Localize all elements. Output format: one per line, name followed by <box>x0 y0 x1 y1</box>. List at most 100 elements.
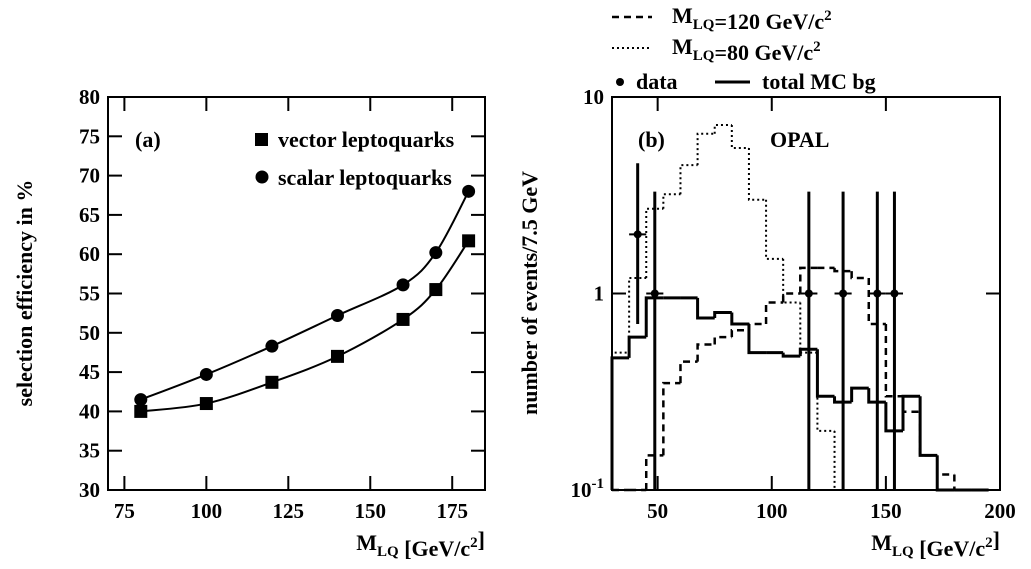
x-tick-label: 200 <box>984 499 1016 523</box>
series-line <box>140 190 470 401</box>
histogram-bin <box>713 335 732 345</box>
histogram-bin <box>662 193 681 209</box>
histogram-bin <box>935 455 955 492</box>
marker <box>199 397 213 411</box>
legend-marker <box>255 133 268 146</box>
histogram-bin <box>730 125 749 150</box>
marker <box>199 367 213 381</box>
histogram-bin <box>850 386 869 403</box>
y-tick-label: 80 <box>79 85 100 109</box>
y-axis-label: number of events/7.5 GeV <box>517 171 542 415</box>
histogram-bin <box>696 343 715 362</box>
x-axis-label: MLQ [GeV/c2] <box>356 527 485 561</box>
histogram-bin <box>782 258 801 304</box>
histogram-bin <box>918 411 938 457</box>
histogram-bin <box>833 396 852 404</box>
histogram-bin <box>764 301 784 324</box>
data-point <box>890 289 899 298</box>
marker <box>462 184 476 198</box>
x-tick-label: 125 <box>273 499 305 523</box>
legend-marker <box>255 170 269 184</box>
marker <box>134 404 148 418</box>
y-tick-label: 40 <box>79 399 100 423</box>
histogram-bin <box>833 430 852 491</box>
legend-label: vector leptoquarks <box>278 127 455 152</box>
x-tick-label: 150 <box>355 499 387 523</box>
x-tick-label: 175 <box>436 499 468 523</box>
histogram-bin <box>713 124 732 134</box>
x-tick-label: 50 <box>647 499 668 523</box>
marker <box>330 309 344 323</box>
histogram-bin <box>781 352 801 358</box>
marker <box>396 312 410 326</box>
data-point <box>873 289 882 298</box>
y-tick-label: 10-1 <box>571 476 605 502</box>
histogram-bin <box>747 148 767 201</box>
x-tick-label: 100 <box>756 499 788 523</box>
histogram-bin <box>765 199 784 260</box>
histogram-bin <box>918 396 938 457</box>
y-axis-label: selection efficiency in % <box>12 180 37 407</box>
histogram-bin <box>884 323 903 398</box>
histogram-bin <box>713 311 732 319</box>
histogram-bin <box>935 455 955 476</box>
legend-label: MLQ=80 GeV/c2 <box>672 34 821 65</box>
histogram-bin <box>799 266 818 294</box>
histogram-bin <box>662 381 681 456</box>
marker <box>429 246 443 260</box>
histogram-bin <box>644 296 664 338</box>
data-point <box>650 289 659 298</box>
y-tick-label: 55 <box>79 282 100 306</box>
histogram-bin <box>953 474 972 492</box>
histogram-bin <box>781 292 801 303</box>
histogram-bin <box>799 302 818 354</box>
y-tick-label: 60 <box>79 242 100 266</box>
histogram-bin <box>611 351 630 490</box>
histogram-bin <box>901 394 921 431</box>
histogram-bin <box>645 207 664 278</box>
histogram-bin <box>747 323 767 355</box>
y-tick-label: 30 <box>79 478 100 502</box>
histogram-bin <box>901 396 921 414</box>
histogram-bin <box>833 267 852 273</box>
marker <box>396 278 410 292</box>
legend-label: total MC bg <box>762 69 876 94</box>
histogram-bin <box>696 132 715 166</box>
histogram-bin <box>850 271 869 280</box>
histogram-bin <box>730 312 749 326</box>
histogram-bin <box>747 322 767 331</box>
marker <box>265 375 279 389</box>
histogram-bin <box>867 388 886 404</box>
y-tick-label: 65 <box>79 203 100 227</box>
histogram-bin <box>679 360 698 384</box>
histogram-bin <box>696 297 715 320</box>
x-tick-label: 75 <box>114 499 135 523</box>
histogram-bin <box>627 335 647 358</box>
marker <box>134 393 148 407</box>
marker <box>429 283 443 297</box>
y-tick-label: 50 <box>79 321 100 345</box>
y-tick-label: 1 <box>594 282 605 306</box>
data-point <box>839 289 848 298</box>
annotation: OPAL <box>770 127 829 152</box>
histogram-bin <box>884 402 903 433</box>
marker <box>330 349 344 363</box>
marker <box>462 234 476 248</box>
y-tick-label: 70 <box>79 164 100 188</box>
y-tick-label: 10 <box>583 85 604 109</box>
marker <box>265 339 279 353</box>
data-point <box>633 230 642 239</box>
data-point <box>804 289 813 298</box>
panel-label: (b) <box>638 127 665 152</box>
legend-label: MLQ=120 GeV/c2 <box>672 3 832 34</box>
histogram-bin <box>815 349 835 398</box>
y-tick-label: 35 <box>79 439 100 463</box>
x-tick-label: 150 <box>870 499 902 523</box>
legend-label: data <box>636 69 678 94</box>
legend-marker <box>616 78 624 86</box>
histogram-bin <box>730 329 749 338</box>
histogram-bin <box>679 164 698 195</box>
y-tick-label: 75 <box>79 124 100 148</box>
legend-label: scalar leptoquarks <box>278 165 452 190</box>
